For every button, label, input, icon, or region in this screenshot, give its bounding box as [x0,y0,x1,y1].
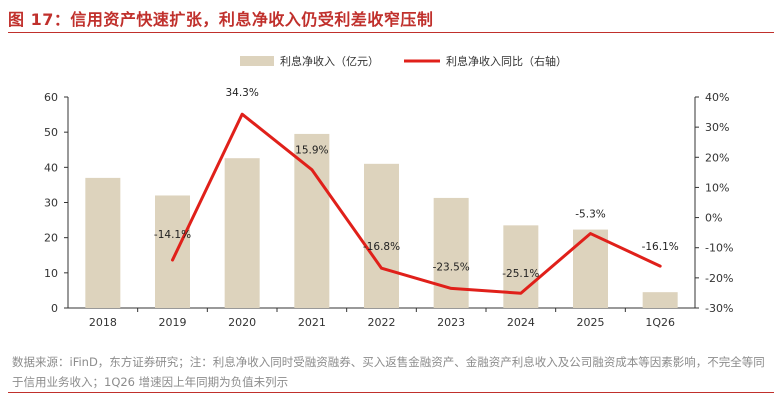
left-tick-label: 20 [44,232,58,245]
legend-bar-label: 利息净收入（亿元） [280,54,379,68]
bar [364,163,399,308]
bar [224,158,260,308]
bar [503,225,539,308]
bar [294,133,330,308]
left-tick-label: 60 [44,91,58,104]
line-data-label: -5.3% [575,209,605,221]
legend: 利息净收入（亿元） 利息净收入同比（右轴） [240,54,567,68]
bottom-divider [8,392,774,393]
line-data-label: -16.1% [642,241,679,253]
legend-line-label: 利息净收入同比（右轴） [446,54,567,68]
line-data-label: -14.1% [154,229,191,241]
right-tick-label: 0% [705,212,722,225]
line-data-label: -16.8% [363,241,400,253]
left-tick-label: 40 [44,161,58,174]
right-tick-label: 30% [705,121,729,134]
left-tick-label: 10 [44,267,58,280]
figure-title: 图 17：信用资产快速扩张，利息净收入仍受利差收窄压制 [8,10,434,29]
bar [85,177,121,308]
right-tick-label: -20% [705,272,733,285]
combo-chart: 利息净收入（亿元） 利息净收入同比（右轴） 0 10 20 30 40 50 60 -30% -2… [44,54,733,329]
bar [573,229,608,308]
x-tick-label: 2019 [159,316,187,329]
bar [642,292,678,308]
bar [433,197,469,308]
x-tick-label: 2023 [437,316,465,329]
x-tick-label: 2021 [298,316,326,329]
right-tick-label: 20% [705,151,729,164]
x-tick-label: 1Q26 [645,316,675,329]
right-tick-label: -10% [705,242,733,255]
line-data-label: 15.9% [295,145,328,157]
left-tick-label: 50 [44,126,58,139]
x-tick-label: 2025 [577,316,605,329]
right-tick-label: 40% [705,91,729,104]
source-note: 数据来源：iFinD，东方证券研究；注：利息净收入同时受融资融券、买入返售金融资… [12,355,765,389]
x-tick-label: 2024 [507,316,535,329]
right-tick-label: -30% [705,302,733,315]
title-divider [8,32,774,33]
left-tick-label: 0 [51,302,58,315]
line-data-label: -25.1% [502,268,539,280]
x-tick-label: 2018 [89,316,117,329]
right-tick-label: 10% [705,181,729,194]
bar-series [85,133,678,308]
left-tick-label: 30 [44,197,58,210]
bar [155,195,190,308]
x-tick-label: 2020 [228,316,256,329]
line-series [171,112,662,295]
x-tick-label: 2022 [368,316,396,329]
line-data-label: 34.3% [225,87,258,99]
yoy-line [171,112,662,295]
data-labels: -14.1% 34.3% 15.9% -16.8% -23.5% -25.1% -5.3% -… [154,87,679,280]
legend-bar-swatch [240,56,274,66]
line-data-label: -23.5% [433,261,470,273]
